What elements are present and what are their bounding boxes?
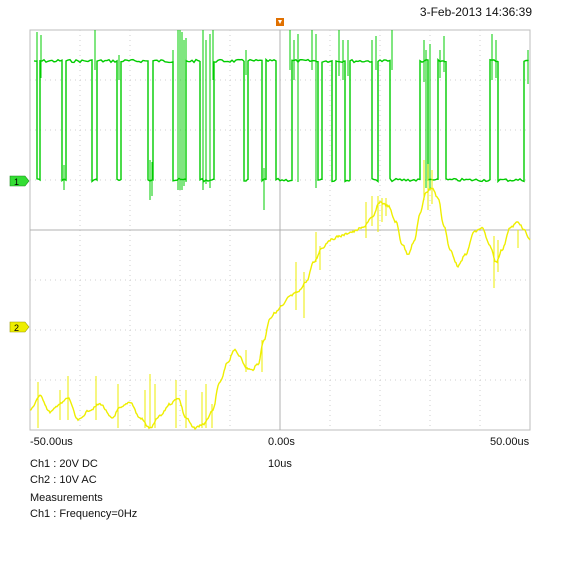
ch2-marker[interactable]: 2 — [9, 321, 30, 333]
ch1-trace — [33, 30, 529, 210]
ch1-marker[interactable]: 1 — [9, 175, 30, 187]
x-axis-max-label: 50.00us — [490, 436, 530, 448]
ch1-waveform — [33, 57, 529, 184]
ch1-marker-label: 1 — [14, 177, 19, 187]
timebase-label: 10us — [268, 458, 292, 470]
ch2-settings: Ch2 : 10V AC — [30, 474, 97, 486]
ch2-trace — [29, 160, 531, 431]
timestamp: 3-Feb-2013 14:36:39 — [419, 5, 532, 19]
ch2-marker-label: 2 — [14, 323, 19, 333]
ch1-settings: Ch1 : 20V DC — [30, 458, 98, 470]
measurements-title: Measurements — [30, 492, 103, 504]
measurement-item: Ch1 : Frequency=0Hz — [30, 508, 138, 520]
x-axis-center-label: 0.00s — [268, 436, 295, 448]
graticule-grid — [30, 30, 530, 430]
ch2-waveform — [29, 187, 531, 431]
x-axis-min-label: -50.00us — [30, 436, 73, 448]
trigger-position-marker[interactable] — [276, 18, 284, 26]
